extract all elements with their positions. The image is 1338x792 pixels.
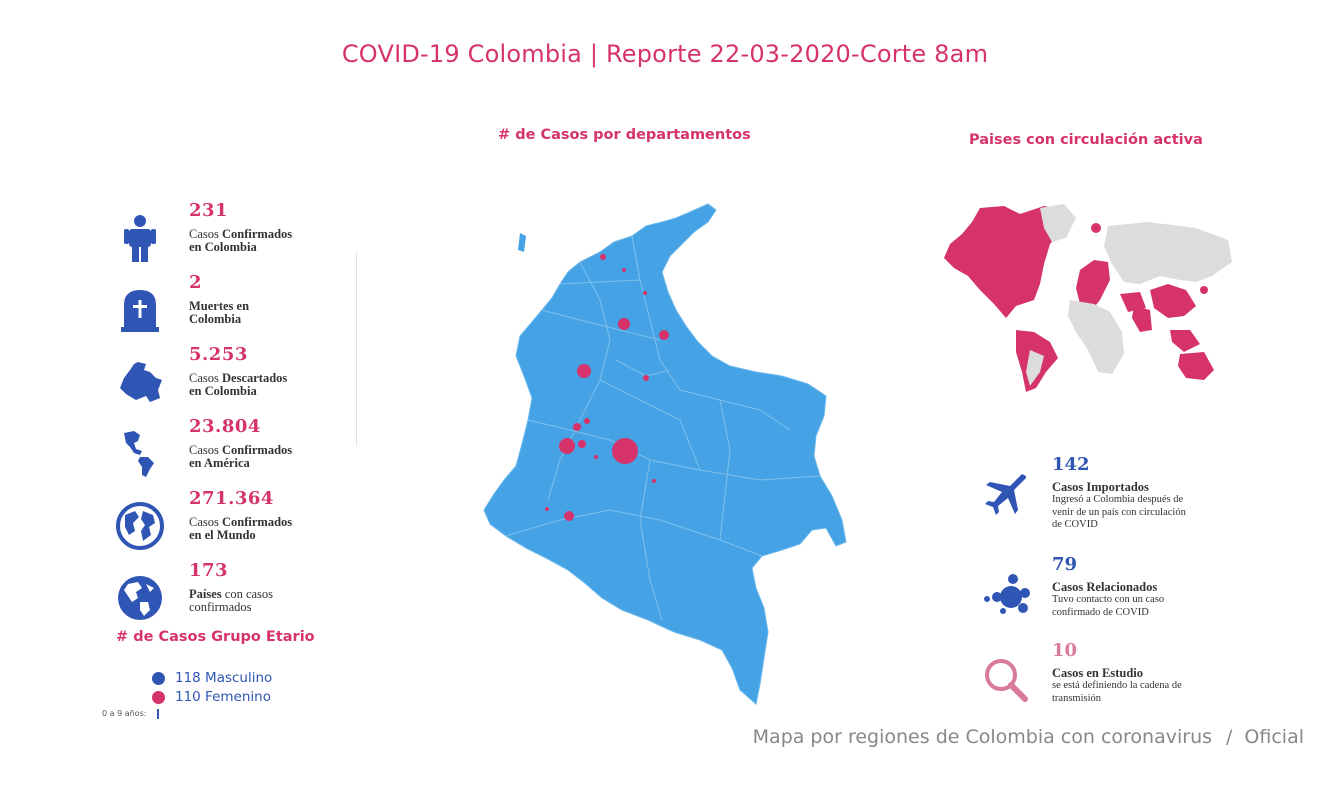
stat-discarded: 5.253 Casos Descartados en Colombia: [112, 344, 342, 412]
stat-description: Casos Descartados en Colombia: [189, 371, 288, 398]
stat-countries: 173 Países con casos confirmados: [112, 560, 342, 628]
stat-america: 23.804 Casos Confirmados en América: [112, 416, 342, 484]
australia: [1178, 352, 1214, 380]
san-andres-island: [518, 233, 526, 252]
stat-value: 5.253: [189, 344, 248, 365]
case-bubble[interactable]: [618, 318, 630, 330]
southeast-asia: [1170, 330, 1200, 352]
stat-imported: 142 Casos Importados Ingresó a Colombia …: [976, 454, 1196, 546]
stat-description: Casos Confirmados en Colombia: [189, 227, 293, 254]
stat-description: Casos Confirmados en América: [189, 443, 293, 470]
stat-description: Casos Confirmados en el Mundo: [189, 515, 293, 542]
page-title: COVID-19 Colombia | Reporte 22-03-2020-C…: [341, 40, 989, 68]
stat-value: 142: [1052, 454, 1090, 475]
map-title: # de Casos por departamentos: [498, 127, 751, 143]
legend-label: 110 Femenino: [175, 689, 271, 705]
case-bubble[interactable]: [612, 438, 638, 464]
department-borders: [505, 235, 821, 621]
stat-value: 79: [1052, 554, 1078, 575]
legend-dot: [152, 671, 165, 685]
stat-title: Casos Importados: [1052, 480, 1149, 494]
middle-east: [1120, 292, 1146, 312]
globe-icon: [112, 498, 168, 554]
age-axis-label: 0 a 9 años:: [102, 710, 147, 718]
stat-confirmed-colombia: 231 Casos Confirmados en Colombia: [112, 200, 342, 268]
north-america: [944, 206, 1068, 318]
legend-dot: [152, 690, 165, 704]
south-america-gray: [1026, 350, 1044, 386]
stat-description: Muertes en Colombia: [189, 299, 250, 326]
stat-value: 231: [189, 200, 229, 221]
legend-label: 118 Masculino: [175, 670, 273, 686]
stat-description: Países con casos confirmados: [189, 587, 274, 614]
greenland: [1040, 204, 1076, 242]
cluster-icon: [976, 566, 1036, 622]
case-bubble[interactable]: [577, 364, 591, 378]
stat-subtitle: se está definiendo la cadena de transmis…: [1052, 680, 1182, 704]
case-bubble[interactable]: [643, 291, 647, 295]
india: [1132, 306, 1152, 332]
person-icon: [112, 210, 168, 266]
europe: [1076, 260, 1110, 310]
tombstone-icon: [112, 282, 168, 338]
case-bubble[interactable]: [594, 455, 598, 459]
case-bubble[interactable]: [545, 507, 549, 511]
magnifier-icon: [976, 652, 1036, 708]
image-caption: Mapa por regiones de Colombia con corona…: [753, 726, 1304, 748]
stat-value: 271.364: [189, 488, 274, 509]
case-bubble[interactable]: [559, 438, 575, 454]
case-bubble[interactable]: [573, 423, 581, 431]
age-group-title: # de Casos Grupo Etario: [116, 629, 315, 645]
case-bubble[interactable]: [578, 440, 586, 448]
case-bubble[interactable]: [652, 479, 656, 483]
world-map[interactable]: [935, 200, 1235, 395]
stat-value: 2: [189, 272, 203, 293]
caption-separator: /: [1226, 726, 1233, 748]
stat-deaths: 2 Muertes en Colombia: [112, 272, 342, 340]
americas-icon: [112, 426, 168, 482]
legend-item-female: 110 Femenino: [152, 689, 271, 705]
colombia-map-icon: [112, 354, 168, 410]
airplane-icon: [976, 466, 1036, 522]
iceland-scandinavia: [1091, 223, 1101, 233]
stat-value: 23.804: [189, 416, 261, 437]
case-bubble[interactable]: [584, 418, 590, 424]
case-bubble[interactable]: [659, 330, 669, 340]
stat-value: 10: [1052, 640, 1078, 661]
stat-subtitle: Ingresó a Colombia después de venir de u…: [1052, 494, 1186, 530]
case-bubble[interactable]: [600, 254, 606, 260]
stat-subtitle: Tuvo contacto con un caso confirmado de …: [1052, 594, 1165, 618]
china: [1150, 284, 1196, 318]
caption-text: Mapa por regiones de Colombia con corona…: [752, 726, 1213, 748]
case-bubble[interactable]: [643, 375, 649, 381]
world-title: Paises con circulación activa: [969, 132, 1203, 148]
colombia-map[interactable]: [398, 190, 860, 710]
divider: [356, 252, 357, 446]
stat-value: 173: [189, 560, 229, 581]
africa: [1068, 300, 1124, 374]
japan: [1200, 286, 1208, 294]
stat-in-study: 10 Casos en Estudio se está definiendo l…: [976, 640, 1196, 732]
stat-world: 271.364 Casos Confirmados en el Mundo: [112, 488, 342, 556]
age-axis-bar: [157, 709, 159, 719]
case-bubble[interactable]: [564, 511, 574, 521]
stat-related: 79 Casos Relacionados Tuvo contacto con …: [976, 554, 1196, 646]
legend-item-male: 118 Masculino: [152, 670, 272, 686]
stat-title: Casos Relacionados: [1052, 580, 1158, 594]
case-bubble[interactable]: [622, 268, 626, 272]
stat-title: Casos en Estudio: [1052, 666, 1143, 680]
globe-americas-icon: [112, 570, 168, 626]
caption-source[interactable]: Oficial: [1244, 726, 1304, 748]
russia: [1104, 222, 1232, 284]
